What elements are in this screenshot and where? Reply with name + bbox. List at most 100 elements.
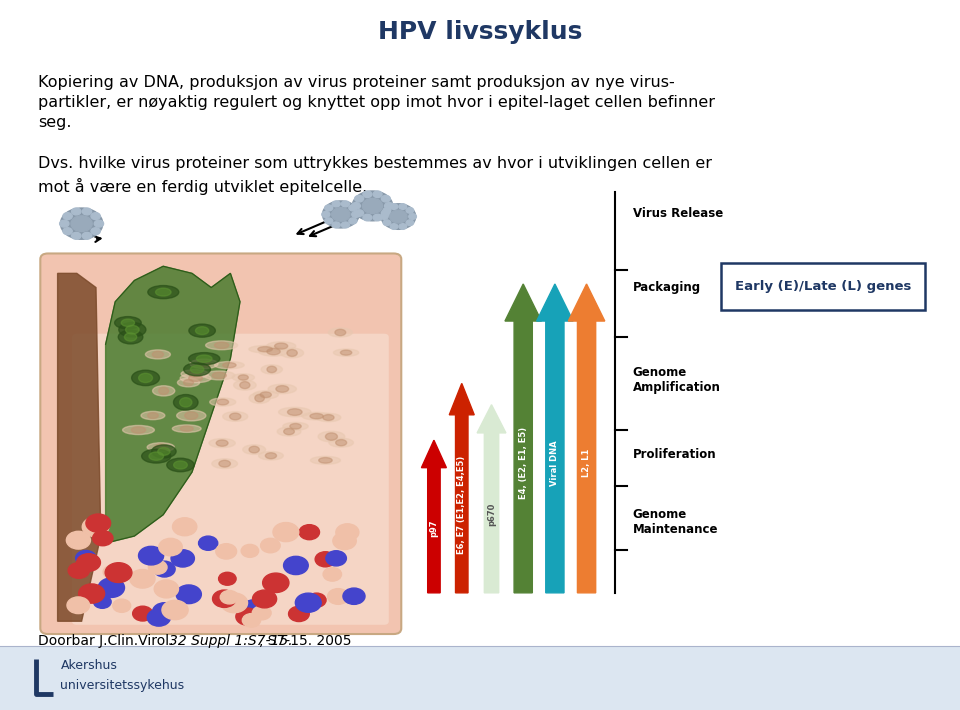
Circle shape bbox=[363, 199, 382, 213]
Circle shape bbox=[149, 560, 167, 574]
Circle shape bbox=[216, 544, 236, 559]
Circle shape bbox=[289, 606, 309, 621]
Circle shape bbox=[354, 195, 364, 202]
Circle shape bbox=[327, 589, 348, 604]
Ellipse shape bbox=[190, 366, 204, 373]
Text: Doorbar J.Clin.Virol.: Doorbar J.Clin.Virol. bbox=[38, 634, 179, 648]
Circle shape bbox=[363, 191, 372, 197]
Circle shape bbox=[385, 202, 394, 209]
Ellipse shape bbox=[261, 365, 282, 374]
Circle shape bbox=[199, 536, 218, 550]
Circle shape bbox=[221, 593, 248, 613]
Circle shape bbox=[354, 210, 364, 217]
Circle shape bbox=[173, 518, 197, 536]
Text: Viral DNA: Viral DNA bbox=[550, 440, 560, 486]
Ellipse shape bbox=[219, 460, 230, 467]
Circle shape bbox=[325, 551, 347, 566]
Circle shape bbox=[147, 609, 170, 626]
Ellipse shape bbox=[148, 413, 158, 418]
Circle shape bbox=[300, 525, 320, 540]
Text: p97: p97 bbox=[429, 520, 439, 537]
Circle shape bbox=[390, 224, 397, 229]
Ellipse shape bbox=[180, 398, 192, 407]
Ellipse shape bbox=[233, 380, 256, 390]
Circle shape bbox=[83, 232, 91, 239]
Circle shape bbox=[219, 572, 236, 585]
Circle shape bbox=[351, 202, 360, 209]
FancyArrow shape bbox=[421, 440, 446, 593]
FancyArrow shape bbox=[505, 284, 541, 593]
Circle shape bbox=[322, 212, 330, 217]
Ellipse shape bbox=[174, 395, 198, 410]
Ellipse shape bbox=[214, 361, 244, 368]
Text: E4, (E2, E1, E5): E4, (E2, E1, E5) bbox=[518, 427, 528, 499]
Ellipse shape bbox=[319, 457, 332, 463]
Circle shape bbox=[406, 207, 414, 213]
Ellipse shape bbox=[147, 443, 175, 452]
Circle shape bbox=[113, 599, 131, 612]
Ellipse shape bbox=[212, 459, 237, 469]
FancyBboxPatch shape bbox=[72, 334, 389, 625]
Ellipse shape bbox=[132, 370, 159, 386]
FancyBboxPatch shape bbox=[40, 253, 401, 634]
Circle shape bbox=[220, 591, 238, 604]
Circle shape bbox=[67, 597, 89, 613]
Text: p670: p670 bbox=[487, 502, 496, 525]
Ellipse shape bbox=[275, 343, 288, 349]
Circle shape bbox=[324, 205, 333, 211]
Circle shape bbox=[68, 562, 89, 579]
Circle shape bbox=[162, 600, 188, 620]
Ellipse shape bbox=[254, 394, 264, 402]
Circle shape bbox=[94, 220, 104, 227]
Ellipse shape bbox=[267, 366, 276, 373]
Ellipse shape bbox=[318, 431, 345, 442]
Circle shape bbox=[91, 228, 100, 234]
Ellipse shape bbox=[325, 433, 337, 440]
Ellipse shape bbox=[204, 371, 235, 380]
Ellipse shape bbox=[212, 372, 227, 378]
Ellipse shape bbox=[157, 447, 170, 455]
Ellipse shape bbox=[196, 327, 208, 334]
Ellipse shape bbox=[310, 413, 324, 419]
Circle shape bbox=[103, 566, 121, 579]
Ellipse shape bbox=[174, 461, 187, 469]
Ellipse shape bbox=[258, 346, 273, 351]
Ellipse shape bbox=[258, 452, 283, 460]
Ellipse shape bbox=[188, 371, 201, 377]
Circle shape bbox=[76, 550, 96, 565]
FancyArrow shape bbox=[568, 284, 605, 593]
Circle shape bbox=[92, 530, 113, 546]
Circle shape bbox=[93, 595, 111, 608]
Ellipse shape bbox=[267, 349, 280, 355]
Text: 32 Suppl 1:S7-15.: 32 Suppl 1:S7-15. bbox=[169, 634, 293, 648]
Ellipse shape bbox=[132, 427, 146, 433]
Text: L2, L1: L2, L1 bbox=[582, 449, 591, 477]
Ellipse shape bbox=[197, 355, 212, 362]
Circle shape bbox=[241, 545, 258, 557]
Text: , S7-15. 2005: , S7-15. 2005 bbox=[259, 634, 351, 648]
Text: Early (E)/Late (L) genes: Early (E)/Late (L) genes bbox=[735, 280, 911, 293]
Ellipse shape bbox=[214, 342, 228, 349]
Circle shape bbox=[236, 608, 259, 626]
Circle shape bbox=[381, 210, 391, 217]
Circle shape bbox=[342, 201, 349, 207]
Circle shape bbox=[409, 214, 417, 219]
Ellipse shape bbox=[287, 349, 298, 356]
Ellipse shape bbox=[328, 328, 352, 337]
Circle shape bbox=[263, 573, 289, 593]
Circle shape bbox=[260, 538, 280, 553]
Ellipse shape bbox=[184, 412, 198, 420]
Text: Genome
Amplification: Genome Amplification bbox=[633, 366, 721, 394]
Circle shape bbox=[331, 207, 349, 222]
Ellipse shape bbox=[114, 317, 141, 329]
Ellipse shape bbox=[333, 349, 359, 356]
Circle shape bbox=[399, 224, 407, 229]
Ellipse shape bbox=[341, 350, 351, 355]
Circle shape bbox=[171, 550, 195, 567]
Ellipse shape bbox=[240, 381, 250, 388]
Ellipse shape bbox=[123, 425, 155, 435]
Ellipse shape bbox=[265, 453, 276, 459]
Text: Packaging: Packaging bbox=[633, 281, 701, 294]
Ellipse shape bbox=[181, 370, 208, 378]
Ellipse shape bbox=[205, 341, 238, 350]
